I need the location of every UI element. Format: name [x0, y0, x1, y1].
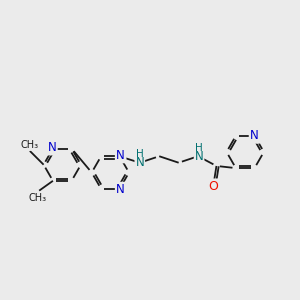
Text: N: N [116, 149, 125, 162]
Text: H: H [195, 143, 203, 153]
Text: O: O [208, 180, 218, 193]
Text: N: N [48, 141, 56, 154]
Text: CH₃: CH₃ [21, 140, 39, 150]
Text: N: N [195, 150, 203, 163]
Text: N: N [116, 183, 125, 196]
Text: N: N [250, 129, 259, 142]
Text: CH₃: CH₃ [28, 193, 46, 202]
Text: N: N [135, 156, 144, 169]
Text: H: H [136, 149, 144, 159]
